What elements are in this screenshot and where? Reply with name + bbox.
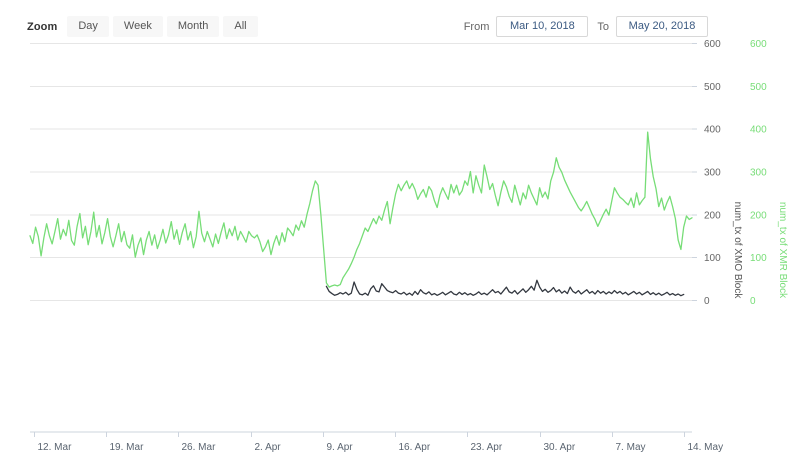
date-range-group: From To xyxy=(464,16,708,37)
range-button-day[interactable]: Day xyxy=(67,16,109,37)
x-axis-tick-label: 12. Mar xyxy=(38,442,73,453)
x-axis-tick-label: 16. Apr xyxy=(399,442,431,453)
range-button-week[interactable]: Week xyxy=(112,16,163,37)
chart-container: 0 100 200 300 400 500 600 0 100 200 300 400 500 600 … xyxy=(0,36,800,467)
zoom-range-group: Zoom Day Week Month All xyxy=(27,16,262,37)
series-line-xmr xyxy=(29,131,693,288)
y-axis-left-tick-label: 300 xyxy=(704,168,721,179)
from-date-input[interactable] xyxy=(496,16,589,37)
x-axis-tick-label: 26. Mar xyxy=(182,442,217,453)
x-axis-tick-label: 23. Apr xyxy=(471,442,503,453)
y-axis-right-tick-label: 400 xyxy=(750,125,767,136)
y-axis-left-title: num_tx of XMO Block xyxy=(732,202,743,300)
x-axis-tick-label: 14. May xyxy=(688,442,724,453)
y-axis-right-tick-label: 200 xyxy=(750,210,767,221)
y-axis-left-ticks: 0 100 200 300 400 500 600 xyxy=(692,39,721,307)
y-axis-left-tick-label: 0 xyxy=(704,296,710,307)
range-button-all[interactable]: All xyxy=(223,16,258,37)
y-axis-left-tick-label: 500 xyxy=(704,82,721,93)
x-axis-tick-label: 30. Apr xyxy=(544,442,576,453)
y-axis-left-tick-label: 200 xyxy=(704,210,721,221)
y-axis-left-tick-label: 600 xyxy=(704,39,721,50)
from-label: From xyxy=(463,20,490,33)
range-button-month[interactable]: Month xyxy=(166,16,220,37)
series-line-xmo xyxy=(325,279,685,297)
x-axis-tick-label: 2. Apr xyxy=(255,442,282,453)
grid-lines xyxy=(30,43,692,301)
y-axis-left-tick-label: 400 xyxy=(704,125,721,136)
y-axis-right-ticks: 0 100 200 300 400 500 600 xyxy=(750,39,767,307)
x-axis-tick-label: 19. Mar xyxy=(110,442,145,453)
y-axis-right-title: num_tx of XMR Block xyxy=(777,202,788,299)
chart-toolbar: Zoom Day Week Month All From To xyxy=(0,0,800,40)
to-label: To xyxy=(597,20,609,33)
x-axis-tick-label: 7. May xyxy=(616,442,646,453)
y-axis-right-tick-label: 600 xyxy=(750,39,767,50)
zoom-label: Zoom xyxy=(27,20,58,33)
series-lines xyxy=(29,131,693,297)
x-axis-ticks: 12. Mar 19. Mar 26. Mar 2. Apr 9. Apr 16. Apr… xyxy=(34,432,724,453)
y-axis-right-tick-label: 100 xyxy=(750,253,767,264)
x-axis-tick-label: 9. Apr xyxy=(327,442,354,453)
y-axis-right-tick-label: 0 xyxy=(750,296,756,307)
to-date-input[interactable] xyxy=(616,16,708,37)
y-axis-right-tick-label: 500 xyxy=(750,82,767,93)
y-axis-right-tick-label: 300 xyxy=(750,168,767,179)
y-axis-left-tick-label: 100 xyxy=(704,253,721,264)
